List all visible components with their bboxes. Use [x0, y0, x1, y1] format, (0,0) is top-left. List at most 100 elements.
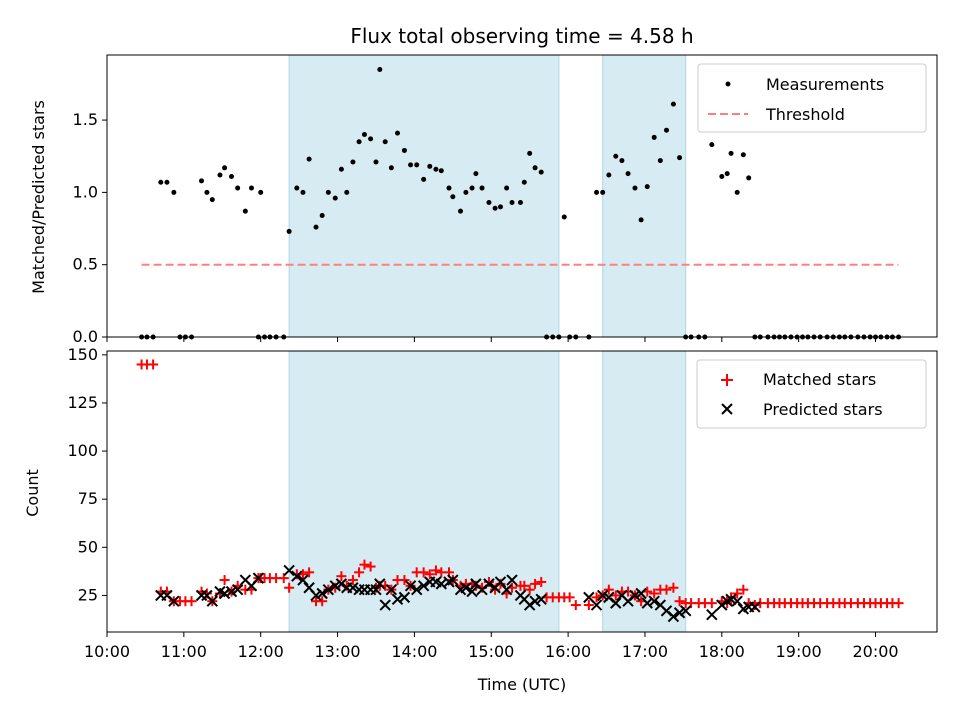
- x-b: [706, 608, 718, 621]
- legend-marker-matched-stars: [721, 374, 733, 386]
- bottom-panel: 25 50 75 100 125 150 10:00 11:00 12:00 13:00 14:00…: [67, 345, 938, 661]
- bottom-predicted-stars-point: [316, 587, 328, 600]
- bottom-predicted-stars-point: [417, 580, 430, 592]
- x-b: [535, 593, 547, 605]
- bottom-predicted-stars-point: [206, 595, 218, 607]
- bottom-matched-stars-point: [570, 600, 581, 611]
- bottom-matched-stars-point: [649, 588, 660, 599]
- top-measurements-point: [401, 147, 407, 153]
- bottom-y-tick-label: 150: [67, 345, 98, 364]
- bottom-x-tick-label: 16:00: [545, 642, 591, 661]
- bottom-x-tick-label: 13:00: [315, 642, 361, 661]
- x-b: [716, 599, 728, 611]
- x-b: [610, 597, 622, 609]
- top-measurements-point: [433, 166, 439, 172]
- top-measurements-point: [538, 169, 544, 175]
- x-b: [447, 574, 459, 586]
- bottom-predicted-stars-point: [610, 597, 622, 609]
- bottom-predicted-stars-point: [322, 583, 335, 596]
- top-y-axis-label: Matched/Predicted stars: [29, 100, 48, 294]
- x-b: [303, 582, 315, 594]
- top-legend-frame: [697, 63, 927, 133]
- x-b: [161, 589, 173, 602]
- x-b: [231, 583, 244, 596]
- bottom-predicted-stars-point: [385, 583, 398, 596]
- x-b: [385, 583, 398, 596]
- top-measurements-point: [473, 171, 479, 177]
- top-measurements-point: [382, 139, 388, 145]
- x-b: [322, 583, 335, 596]
- x-b: [411, 583, 423, 596]
- bottom-matched-stars-point: [674, 596, 685, 607]
- bottom-matched-stars-point: [304, 567, 315, 578]
- top-measurements-point: [300, 189, 306, 195]
- top-measurements-point: [613, 153, 619, 159]
- top-measurements-point: [463, 189, 469, 195]
- top-measurements-point: [527, 150, 533, 156]
- x-b: [239, 574, 252, 586]
- bottom-x-tick-label: 18:00: [699, 642, 745, 661]
- bottom-predicted-stars-point: [460, 582, 472, 594]
- bottom-matched-stars-point: [219, 575, 230, 586]
- top-measurements-point: [504, 185, 510, 191]
- top-measurements-point: [319, 213, 325, 219]
- x-b: [506, 574, 518, 586]
- top-measurements-point: [332, 195, 338, 201]
- top-measurements-point: [632, 185, 638, 191]
- top-measurements-point: [242, 208, 248, 214]
- bottom-matched-stars-point: [399, 575, 410, 586]
- top-measurements-point: [306, 156, 312, 162]
- top-measurements-point: [350, 159, 356, 165]
- x-b: [679, 605, 692, 617]
- bottom-predicted-stars-point: [648, 595, 660, 607]
- top-measurements-point: [746, 175, 752, 181]
- bottom-predicted-stars-point: [370, 583, 382, 596]
- chart-title: Flux total observing time = 4.58 h: [350, 24, 693, 48]
- x-b: [460, 582, 472, 594]
- top-measurements-point: [209, 197, 215, 203]
- legend-label-measurements: Measurements: [766, 75, 884, 94]
- top-measurements-point: [619, 158, 625, 164]
- bottom-predicted-stars-point: [291, 570, 303, 582]
- bottom-y-tick-label: 25: [78, 585, 98, 604]
- top-measurements-point: [561, 214, 567, 220]
- x-b: [391, 593, 404, 605]
- top-measurements-point: [509, 200, 515, 206]
- bottom-matched-stars-point: [336, 571, 347, 582]
- bottom-matched-stars-point: [284, 582, 295, 593]
- x-b: [283, 564, 295, 577]
- bottom-x-tick-label: 10:00: [84, 642, 130, 661]
- x-b: [731, 595, 743, 607]
- bottom-matched-stars-point: [661, 584, 672, 595]
- x-b: [168, 595, 180, 607]
- top-measurements-point: [532, 165, 538, 171]
- bottom-x-tick-label: 11:00: [161, 642, 207, 661]
- top-measurements-point: [222, 165, 228, 171]
- x-b: [590, 599, 603, 611]
- x-b: [417, 580, 430, 592]
- bottom-x-tick-label: 14:00: [391, 642, 437, 661]
- top-y-tick-label: 0.5: [73, 255, 98, 274]
- top-measurements-point: [657, 158, 663, 164]
- top-panel: 0.0 0.5 1.0 1.5: [73, 54, 938, 346]
- bottom-matched-stars-point: [668, 582, 679, 593]
- top-measurements-point: [719, 173, 725, 179]
- top-measurements-point: [728, 150, 734, 156]
- top-measurements-point: [492, 205, 498, 211]
- legend-marker-predicted-stars: [721, 403, 733, 415]
- top-measurements-point: [313, 224, 319, 230]
- x-b: [596, 589, 609, 602]
- top-measurements-point: [479, 185, 485, 191]
- top-measurements-point: [734, 189, 740, 195]
- bottom-matched-stars-point: [536, 576, 547, 587]
- top-measurements-point: [286, 228, 292, 234]
- x-b: [483, 578, 495, 590]
- top-measurements-point: [229, 173, 234, 179]
- x-b: [583, 591, 595, 604]
- top-measurements-point: [158, 179, 164, 185]
- top-measurements-point: [594, 189, 600, 195]
- top-measurements-point: [740, 152, 746, 158]
- bottom-matched-stars-point: [583, 600, 594, 611]
- bottom-legend: Matched stars Predicted stars: [696, 359, 927, 429]
- bottom-shaded-interval-2: [602, 350, 687, 633]
